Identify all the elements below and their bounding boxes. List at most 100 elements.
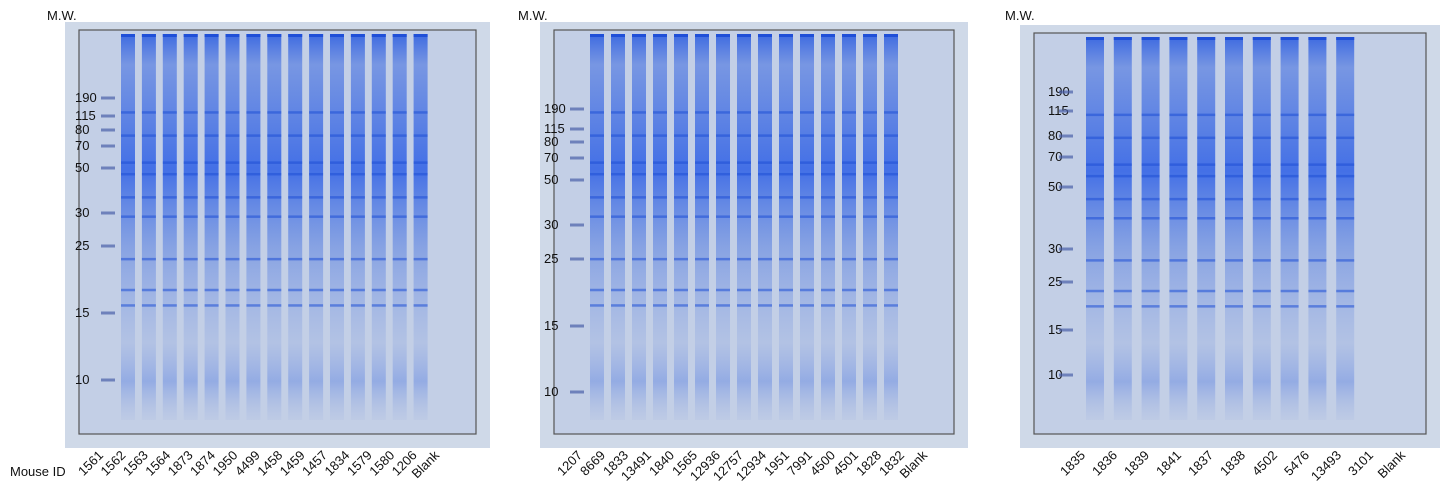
lane-label: Blank — [897, 447, 931, 481]
lane — [716, 34, 730, 420]
lane-label: 4501 — [830, 448, 861, 479]
band — [590, 172, 604, 176]
band — [1141, 289, 1160, 293]
band — [716, 215, 730, 218]
band — [863, 304, 877, 307]
band — [779, 196, 793, 199]
band — [758, 304, 772, 307]
band — [1113, 259, 1132, 262]
band — [716, 161, 730, 164]
marker-band — [570, 178, 584, 182]
marker-band — [1059, 155, 1073, 159]
lane — [1086, 37, 1104, 420]
band — [653, 288, 667, 292]
mouse-id-label: Mouse ID — [10, 464, 66, 479]
mw-marker-label: 70 — [75, 138, 89, 153]
band — [309, 304, 324, 307]
lane — [884, 34, 898, 420]
band — [1336, 197, 1355, 201]
band — [590, 111, 604, 114]
band — [1141, 163, 1160, 166]
band — [330, 161, 344, 164]
band — [392, 304, 407, 307]
band — [800, 288, 814, 292]
lane — [350, 34, 365, 420]
band — [842, 288, 856, 292]
band — [1197, 217, 1216, 220]
band — [267, 196, 282, 199]
well — [204, 34, 219, 37]
band — [413, 196, 428, 199]
band — [1336, 305, 1355, 308]
band — [1197, 305, 1216, 308]
lane — [183, 34, 198, 420]
band — [1280, 197, 1299, 201]
band — [1252, 217, 1271, 220]
band — [246, 134, 261, 137]
band — [863, 161, 877, 164]
band — [371, 288, 386, 292]
band — [842, 161, 856, 164]
mw-marker-label: 10 — [544, 384, 558, 399]
lane — [632, 34, 646, 420]
band — [330, 172, 344, 176]
band — [800, 172, 814, 176]
band — [392, 172, 407, 176]
lane — [267, 34, 282, 420]
band — [330, 288, 344, 292]
band — [758, 288, 772, 292]
band — [632, 196, 646, 199]
band — [821, 134, 835, 137]
well — [371, 34, 386, 37]
mw-label: M.W. — [1005, 8, 1035, 23]
band — [162, 111, 177, 114]
mw-marker-label: 50 — [1048, 179, 1062, 194]
well — [141, 34, 156, 37]
band — [392, 161, 407, 164]
marker-band — [1059, 280, 1073, 284]
band — [716, 288, 730, 292]
band — [842, 257, 856, 261]
band — [674, 288, 688, 292]
band — [863, 134, 877, 137]
band — [121, 172, 135, 176]
band — [611, 161, 625, 164]
band — [350, 111, 365, 114]
mw-marker-label: 70 — [544, 150, 558, 165]
band — [1336, 163, 1355, 166]
band — [309, 161, 324, 164]
band — [737, 304, 751, 307]
band — [183, 161, 198, 164]
band — [1169, 174, 1188, 178]
band — [371, 257, 386, 261]
band — [267, 161, 282, 164]
band — [695, 288, 709, 292]
lane — [371, 34, 386, 420]
band — [183, 111, 198, 114]
band — [225, 172, 240, 176]
band — [1197, 197, 1216, 201]
band — [371, 161, 386, 164]
lane — [674, 34, 688, 420]
band — [371, 304, 386, 307]
band — [884, 134, 898, 137]
mw-marker-label: 190 — [75, 90, 97, 105]
band — [267, 304, 282, 307]
band — [413, 215, 428, 218]
well — [842, 34, 856, 37]
band — [1113, 136, 1132, 140]
well — [884, 34, 898, 37]
band — [716, 304, 730, 307]
mw-marker-label: 115 — [75, 108, 96, 123]
band — [632, 172, 646, 176]
mw-marker-label: 10 — [75, 372, 89, 387]
band — [1113, 305, 1132, 308]
band — [1113, 197, 1132, 201]
band — [674, 134, 688, 137]
well — [246, 34, 261, 37]
band — [350, 172, 365, 176]
well — [288, 34, 303, 37]
marker-band — [570, 223, 584, 227]
band — [653, 134, 667, 137]
band — [674, 196, 688, 199]
